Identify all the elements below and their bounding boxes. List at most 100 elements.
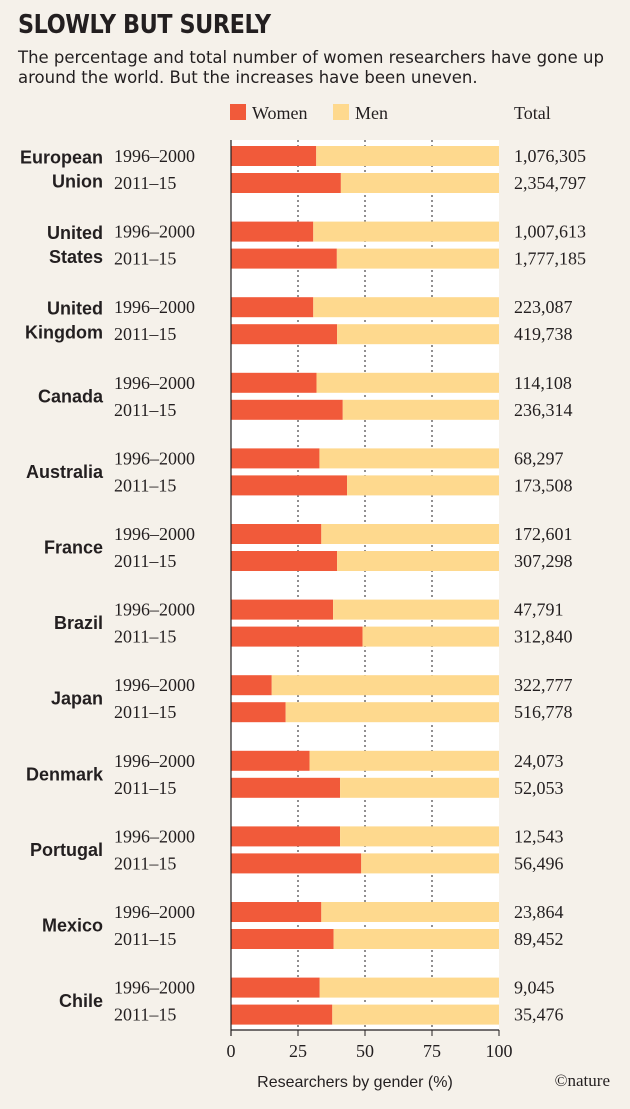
x-axis-title: Researchers by gender (%) xyxy=(257,1074,453,1091)
total-value: 47,791 xyxy=(514,600,564,620)
total-value: 236,314 xyxy=(514,400,573,420)
bar-women xyxy=(231,1004,333,1025)
total-value: 1,007,613 xyxy=(514,222,586,242)
total-value: 56,496 xyxy=(514,853,564,873)
bar-women xyxy=(231,221,314,242)
bar-men xyxy=(340,777,499,798)
legend-swatch-women xyxy=(230,104,246,120)
bar-women xyxy=(231,853,362,874)
bar-men xyxy=(337,551,499,571)
x-tick-label: 75 xyxy=(423,1041,441,1061)
bar-women xyxy=(231,399,343,420)
bar-men xyxy=(337,324,499,345)
period-label: 2011–15 xyxy=(114,324,176,344)
bar-women xyxy=(231,750,310,771)
bar-men xyxy=(319,448,499,469)
bar-men xyxy=(285,702,499,723)
bar-men xyxy=(340,826,499,847)
chart-title: SLOWLY BUT SURELY xyxy=(18,10,271,40)
total-value: 516,778 xyxy=(514,702,573,722)
total-value: 312,840 xyxy=(514,627,573,647)
bar-men xyxy=(321,902,499,922)
legend-label-women: Women xyxy=(252,103,308,123)
total-value: 24,073 xyxy=(514,751,564,771)
period-label: 1996–2000 xyxy=(114,675,195,695)
bar-men xyxy=(362,626,499,647)
bar-men xyxy=(316,372,499,393)
total-value: 223,087 xyxy=(514,297,573,317)
bar-women xyxy=(231,372,317,393)
bar-women xyxy=(231,146,317,166)
bar-men xyxy=(316,146,499,166)
bar-men xyxy=(313,297,499,318)
period-label: 1996–2000 xyxy=(114,600,195,620)
total-value: 2,354,797 xyxy=(514,173,586,193)
bar-women xyxy=(231,448,320,469)
period-label: 1996–2000 xyxy=(114,826,195,846)
period-label: 1996–2000 xyxy=(114,146,195,166)
country-label: Chile xyxy=(59,991,103,1011)
period-label: 2011–15 xyxy=(114,627,176,647)
country-label: Japan xyxy=(51,689,103,709)
bar-men xyxy=(271,675,499,696)
total-value: 114,108 xyxy=(514,373,572,393)
bar-women xyxy=(231,173,341,193)
bar-men xyxy=(319,977,499,998)
period-label: 2011–15 xyxy=(114,778,176,798)
x-tick-label: 50 xyxy=(356,1041,374,1061)
bar-men xyxy=(336,248,499,269)
country-label: Portugal xyxy=(30,840,103,860)
bar-women xyxy=(231,551,338,571)
bar-men xyxy=(333,929,499,949)
total-value: 12,543 xyxy=(514,826,564,846)
period-label: 2011–15 xyxy=(114,702,176,722)
period-label: 1996–2000 xyxy=(114,751,195,771)
period-label: 1996–2000 xyxy=(114,222,195,242)
total-value: 322,777 xyxy=(514,675,573,695)
total-value: 173,508 xyxy=(514,475,573,495)
period-label: 1996–2000 xyxy=(114,902,195,922)
bar-women xyxy=(231,702,286,723)
bar-women xyxy=(231,977,320,998)
bar-women xyxy=(231,826,341,847)
chart-subtitle: The percentage and total number of women… xyxy=(18,48,604,87)
total-value: 89,452 xyxy=(514,929,564,949)
country-label: United xyxy=(47,299,103,319)
period-label: 1996–2000 xyxy=(114,297,195,317)
period-label: 1996–2000 xyxy=(114,373,195,393)
total-value: 307,298 xyxy=(514,551,573,571)
bar-men xyxy=(347,475,499,496)
bar-men xyxy=(340,173,499,193)
nature-credit: ©nature xyxy=(555,1071,610,1090)
country-label: France xyxy=(44,538,103,558)
bar-women xyxy=(231,626,363,647)
country-label: Canada xyxy=(38,386,104,406)
country-label: Mexico xyxy=(42,916,103,936)
period-label: 1996–2000 xyxy=(114,978,195,998)
total-value: 23,864 xyxy=(514,902,564,922)
legend-swatch-men xyxy=(333,104,349,120)
total-value: 1,777,185 xyxy=(514,249,586,269)
period-label: 2011–15 xyxy=(114,853,176,873)
bar-women xyxy=(231,297,314,318)
country-label: European xyxy=(20,148,103,168)
bar-women xyxy=(231,599,334,620)
bar-men xyxy=(332,1004,499,1025)
x-tick-label: 25 xyxy=(289,1041,307,1061)
bar-women xyxy=(231,675,272,696)
period-label: 2011–15 xyxy=(114,173,176,193)
total-value: 419,738 xyxy=(514,324,573,344)
bar-men xyxy=(309,750,499,771)
bar-women xyxy=(231,902,322,922)
bar-men xyxy=(361,853,499,874)
bar-women xyxy=(231,777,341,798)
country-label: Australia xyxy=(26,462,104,482)
country-label: States xyxy=(49,247,103,267)
country-label: Kingdom xyxy=(25,323,103,343)
total-value: 9,045 xyxy=(514,978,555,998)
period-label: 2011–15 xyxy=(114,475,176,495)
period-label: 2011–15 xyxy=(114,551,176,571)
period-label: 2011–15 xyxy=(114,249,176,269)
country-label: Union xyxy=(52,172,103,192)
